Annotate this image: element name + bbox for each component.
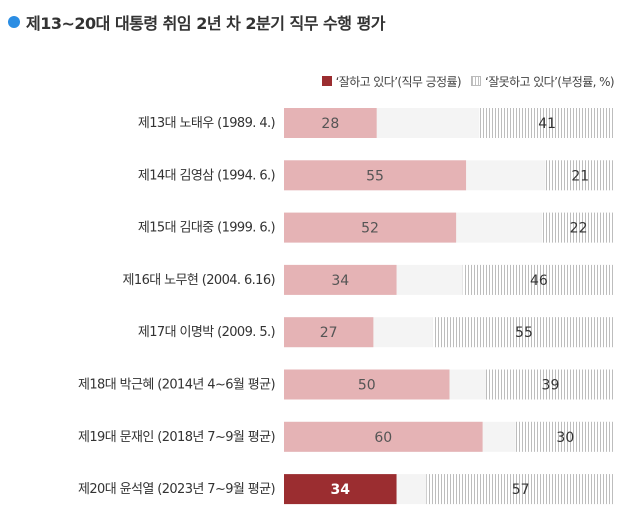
positive-bar xyxy=(284,474,397,505)
title-bullet-icon xyxy=(8,16,20,28)
positive-value-label: 55 xyxy=(366,168,384,184)
legend: ‘잘하고 있다’(직무 긍정률) ‘잘못하고 있다’(부정률, %) xyxy=(188,72,615,90)
positive-value-label: 50 xyxy=(358,378,376,394)
category-label: 제18대 박근혜 (2014년 4~6월 평균) xyxy=(78,378,275,393)
positive-value-label: 28 xyxy=(321,116,339,132)
negative-value-label: 21 xyxy=(571,168,589,184)
category-label: 제19대 문재인 (2018년 7~9월 평균) xyxy=(78,430,275,445)
positive-bar xyxy=(284,369,450,400)
positive-bar xyxy=(284,264,397,295)
negative-bar xyxy=(545,160,615,191)
negative-bar xyxy=(432,317,615,348)
category-label: 제15대 김대중 (1999. 6.) xyxy=(138,221,275,236)
chart-title: 제13~20대 대통령 취임 2년 차 2분기 직무 수행 평가 xyxy=(26,14,386,33)
positive-bar xyxy=(284,108,377,138)
category-label: 제14대 김영삼 (1994. 6.) xyxy=(138,168,275,183)
legend-negative-label: ‘잘못하고 있다’(부정률, %) xyxy=(485,74,615,89)
positive-value-label: 27 xyxy=(320,325,338,341)
negative-bar xyxy=(515,421,615,452)
category-label: 제13대 노태우 (1989. 4.) xyxy=(138,116,275,131)
negative-value-label: 46 xyxy=(530,273,548,289)
positive-value-label: 34 xyxy=(331,273,349,289)
negative-value-label: 55 xyxy=(515,325,533,341)
negative-bar xyxy=(485,369,615,400)
positive-value-label: 60 xyxy=(374,430,392,446)
category-label: 제16대 노무현 (2004. 6.16) xyxy=(123,273,275,288)
negative-value-label: 30 xyxy=(556,430,574,446)
legend-positive-label: ‘잘하고 있다’(직무 긍정률) xyxy=(335,74,462,89)
positive-bar xyxy=(284,421,483,452)
category-label: 제17대 이명박 (2009. 5.) xyxy=(138,325,275,340)
negative-bar xyxy=(426,474,615,505)
legend-negative-swatch xyxy=(471,76,481,86)
negative-bar xyxy=(462,264,615,295)
negative-bar xyxy=(479,108,615,138)
chart-title-row: 제13~20대 대통령 취임 2년 차 2분기 직무 수행 평가 xyxy=(8,10,386,34)
legend-positive-swatch xyxy=(321,76,332,86)
positive-bar xyxy=(284,160,467,191)
category-label: 제20대 윤석열 (2023년 7~9월 평균) xyxy=(78,482,275,497)
negative-value-label: 22 xyxy=(570,221,588,237)
negative-value-label: 57 xyxy=(512,482,530,498)
positive-bar xyxy=(284,317,374,348)
positive-bar xyxy=(284,212,457,243)
negative-bar xyxy=(542,212,615,243)
positive-value-label: 52 xyxy=(361,221,379,237)
negative-value-label: 41 xyxy=(538,116,556,132)
positive-value-label: 34 xyxy=(331,482,351,498)
negative-value-label: 39 xyxy=(542,378,560,394)
